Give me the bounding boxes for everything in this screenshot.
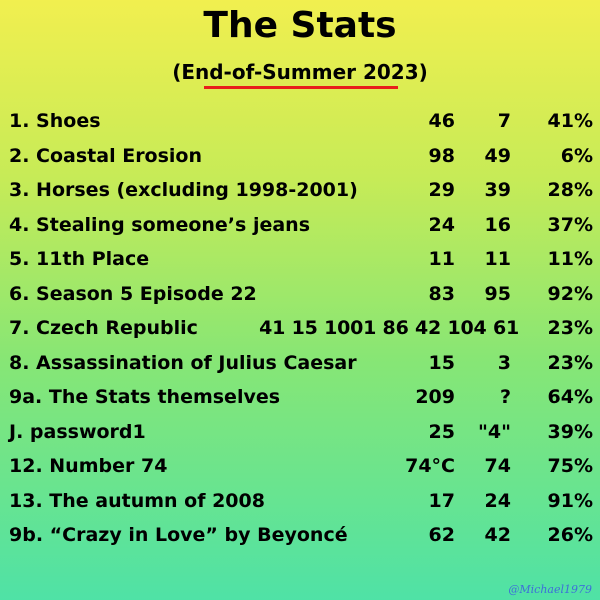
stat-value-1: 98 [428, 144, 455, 167]
stat-percent: 11% [547, 248, 593, 270]
stat-label: 3. Horses (excluding 1998-2001) [9, 179, 358, 201]
stat-value-1: 74°C [405, 455, 455, 477]
stat-percent: 64% [547, 386, 593, 408]
stat-value-2: 16 [484, 213, 511, 236]
stat-percent: 23% [547, 317, 593, 339]
stat-row-6: 6. Season 5 Episode 22 83 95 92% [9, 277, 593, 311]
stat-label: 7. Czech Republic [9, 317, 198, 339]
stat-label: 9a. The Stats themselves [9, 386, 281, 408]
stat-label: J. password1 [9, 420, 146, 443]
stat-row-4: 4. Stealing someone’s jeans 24 16 37% [9, 208, 593, 242]
stat-value-1: 11 [428, 248, 455, 270]
stat-percent: 39% [547, 420, 593, 443]
stat-value-2: 24 [484, 489, 511, 512]
stat-label: 2. Coastal Erosion [9, 144, 203, 167]
stat-row-j: J. password1 25 "4" 39% [9, 415, 593, 449]
stat-row-9b: 9b. “Crazy in Love” by Beyoncé 62 42 26% [9, 518, 593, 552]
stat-label: 5. 11th Place [9, 248, 150, 270]
stat-percent: 41% [547, 110, 593, 132]
stat-percent: 28% [547, 179, 593, 201]
stat-label: 6. Season 5 Episode 22 [9, 282, 257, 305]
stat-percent: 26% [547, 524, 593, 546]
subtitle-underline [204, 86, 398, 89]
stat-value-2: ? [499, 386, 511, 408]
page-subtitle: (End-of-Summer 2023) [172, 60, 428, 84]
stat-value-2: 3 [497, 351, 511, 374]
stat-value-1: 24 [428, 213, 455, 236]
stat-value-2: 11 [484, 248, 511, 270]
stat-value-1: 17 [428, 489, 455, 512]
stat-value-1: 209 [415, 386, 455, 408]
stat-row-3: 3. Horses (excluding 1998-2001) 29 39 28… [9, 173, 593, 207]
stat-label: 9b. “Crazy in Love” by Beyoncé [9, 524, 348, 546]
stat-label: 13. The autumn of 2008 [9, 489, 265, 512]
stat-value-2: 49 [484, 144, 511, 167]
author-watermark: @Michael1979 [508, 583, 592, 596]
stat-value-1: 15 [428, 351, 455, 374]
stat-value-2: 74 [484, 455, 511, 477]
stat-row-13: 13. The autumn of 2008 17 24 91% [9, 484, 593, 518]
stat-percent: 37% [547, 213, 593, 236]
stat-percent: 6% [560, 144, 593, 167]
stat-label: 8. Assassination of Julius Caesar [9, 351, 357, 374]
stat-value-2: 95 [484, 282, 511, 305]
stat-row-9a: 9a. The Stats themselves 209 ? 64% [9, 380, 593, 414]
stat-row-7: 7. Czech Republic 41 15 1001 86 42 104 6… [9, 311, 593, 345]
stat-percent: 91% [547, 489, 593, 512]
stat-percent: 23% [547, 351, 593, 374]
stat-value-1: 62 [428, 524, 455, 546]
stat-row-5: 5. 11th Place 11 11 11% [9, 242, 593, 276]
stat-value-1: 83 [428, 282, 455, 305]
stat-label: 4. Stealing someone’s jeans [9, 213, 311, 236]
stat-value-1: 25 [428, 420, 455, 443]
stat-value-2: 42 [484, 524, 511, 546]
stat-row-1: 1. Shoes 46 7 41% [9, 104, 593, 138]
stat-label: 12. Number 74 [9, 455, 168, 477]
stat-row-8: 8. Assassination of Julius Caesar 15 3 2… [9, 346, 593, 380]
stat-value-2: 39 [484, 179, 511, 201]
stat-label: 1. Shoes [9, 110, 101, 132]
stat-value-1: 29 [428, 179, 455, 201]
stat-percent: 92% [547, 282, 593, 305]
stat-percent: 75% [547, 455, 593, 477]
stat-value-2: "4" [477, 420, 511, 443]
stat-value-2: 7 [497, 110, 511, 132]
stat-value-1: 46 [428, 110, 455, 132]
stat-values-inline: 41 15 1001 86 42 104 61 [259, 317, 519, 339]
stat-row-2: 2. Coastal Erosion 98 49 6% [9, 139, 593, 173]
stat-row-12: 12. Number 74 74°C 74 75% [9, 449, 593, 483]
page-title: The Stats [203, 5, 397, 46]
